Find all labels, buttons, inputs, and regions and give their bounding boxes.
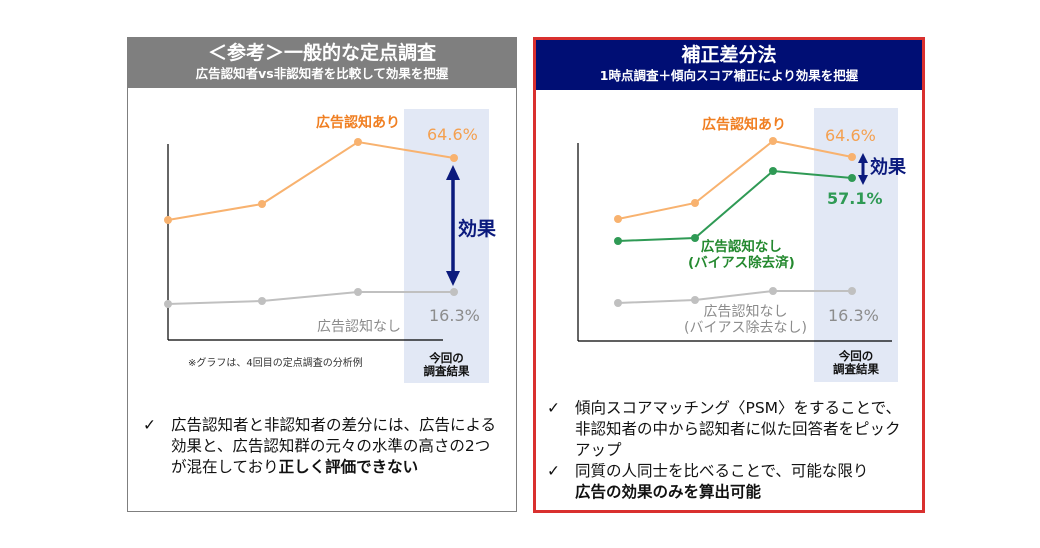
check-icon: ✓ (143, 416, 156, 434)
current-result-label: 今回の 調査結果 (814, 349, 898, 377)
line-chart (577, 108, 898, 382)
panel-subtitle: 広告認知者vs非認知者を比較して効果を把握 (195, 66, 449, 81)
line-chart (164, 109, 489, 383)
corrected-diff-panel: 補正差分法 1時点調査＋傾向スコア補正により効果を把握 広告認知あり 64.6%… (533, 37, 925, 513)
series-adjusted-line (617, 169, 853, 242)
bullet-text: 同質の人同士を比べることで、可能な限り (575, 462, 869, 480)
current-result-line2: 調査結果 (833, 362, 879, 377)
series-label-aware: 広告認知あり (702, 117, 786, 133)
panel-title: 補正差分法 (681, 44, 777, 66)
series-label-unaware: 広告認知なし (317, 319, 401, 335)
series-aware-points (164, 138, 458, 224)
value-aware-final: 64.6% (825, 126, 876, 145)
effect-label: 効果 (458, 218, 497, 240)
series-aware-line (617, 139, 853, 220)
bullet-list: ✓ 傾向スコアマッチング〈PSM〉をすることで、非認知者の中から認知者に似た回答… (547, 398, 907, 503)
series-label-adjusted: 広告認知なし (バイアス除去済) (688, 239, 795, 271)
panel-title: ＜参考＞一般的な定点調査 (207, 42, 436, 64)
highlight-band (404, 109, 489, 383)
general-survey-panel: ＜参考＞一般的な定点調査 広告認知者vs非認知者を比較して効果を把握 広告認知あ… (127, 37, 517, 512)
series-adjusted-points (614, 167, 856, 245)
series-aware-line (167, 140, 455, 221)
panel-header: 補正差分法 1時点調査＋傾向スコア補正により効果を把握 (536, 40, 922, 90)
effect-arrow-icon (446, 165, 460, 286)
series-label-adjusted-line1: 広告認知なし (700, 239, 782, 255)
bullet-item: ✓ 傾向スコアマッチング〈PSM〉をすることで、非認知者の中から認知者に似た回答… (547, 398, 907, 461)
current-result-line1: 今回の (838, 349, 874, 363)
series-label-unadjusted: 広告認知なし (バイアス除去なし) (684, 304, 807, 336)
panel-subtitle: 1時点調査＋傾向スコア補正により効果を把握 (599, 68, 859, 83)
value-adjusted-final: 57.1% (827, 189, 883, 208)
bullet-list: ✓ 広告認知者と非認知者の差分には、広告による効果と、広告認知群の元々の水準の高… (143, 415, 503, 478)
series-unadjusted-line (617, 290, 852, 304)
series-label-adjusted-line2: (バイアス除去済) (688, 254, 795, 271)
effect-label: 効果 (870, 157, 906, 178)
bullet-item: ✓ 同質の人同士を比べることで、可能な限り 広告の効果のみを算出可能 (547, 461, 907, 503)
current-result-line1: 今回の (429, 351, 464, 365)
check-icon: ✓ (547, 462, 560, 480)
series-unadjusted-points (614, 287, 856, 307)
effect-arrow-icon (858, 153, 868, 185)
series-label-unadjusted-line1: 広告認知なし (703, 304, 788, 320)
check-icon: ✓ (547, 399, 560, 417)
value-aware-final: 64.6% (427, 125, 478, 144)
series-label-unadjusted-line2: (バイアス除去なし) (684, 320, 807, 337)
bullet-text-bold: 広告の効果のみを算出可能 (575, 483, 762, 501)
bullet-text: 広告認知者と非認知者の差分には、広告による効果と、広告認知群の元々の水準の高さの… (171, 416, 497, 476)
chart-footnote: ※グラフは、4回目の定点調査の分析例 (188, 358, 363, 369)
current-result-label: 今回の 調査結果 (404, 351, 489, 379)
series-aware-points (614, 137, 856, 223)
bullet-text-bold: 正しく評価できない (278, 458, 419, 476)
current-result-line2: 調査結果 (423, 364, 470, 379)
series-unaware-points (164, 288, 458, 308)
value-unadjusted-final: 16.3% (828, 306, 879, 325)
highlight-band (814, 108, 898, 382)
panel-header: ＜参考＞一般的な定点調査 広告認知者vs非認知者を比較して効果を把握 (128, 38, 516, 88)
series-unaware-line (167, 291, 454, 305)
bullet-item: ✓ 広告認知者と非認知者の差分には、広告による効果と、広告認知群の元々の水準の高… (143, 415, 503, 478)
bullet-text: 傾向スコアマッチング〈PSM〉をすることで、非認知者の中から認知者に似た回答者を… (575, 399, 901, 459)
series-label-aware: 広告認知あり (316, 115, 400, 131)
value-unaware-final: 16.3% (429, 306, 480, 325)
